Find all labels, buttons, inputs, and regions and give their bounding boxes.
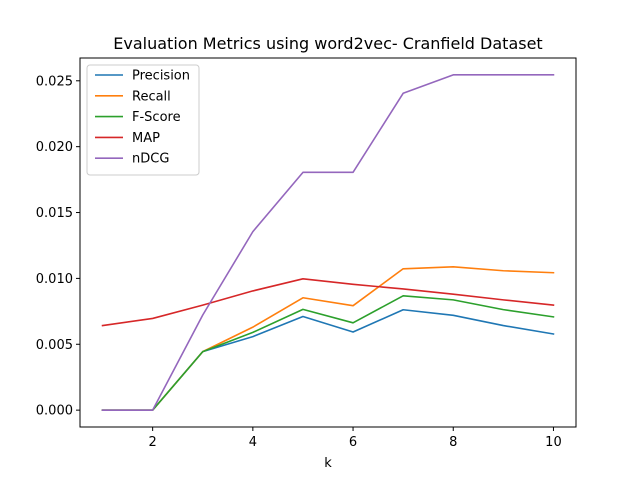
axes-frame	[79, 57, 577, 428]
x-tick-label: 2	[149, 435, 157, 450]
chart-title: Evaluation Metrics using word2vec- Cranf…	[113, 34, 542, 53]
y-tick-label: 0.000	[36, 404, 73, 419]
y-tick-label: 0.020	[36, 140, 73, 155]
legend-label: nDCG	[132, 152, 169, 167]
x-axis-label: k	[324, 456, 332, 471]
y-tick-label: 0.015	[36, 206, 73, 221]
plot-area	[101, 74, 555, 411]
x-tick-label: 4	[249, 435, 257, 450]
x-tick-label: 8	[449, 435, 457, 450]
legend-label: F-Score	[132, 110, 181, 125]
legend-label: MAP	[132, 131, 160, 146]
y-tick-label: 0.010	[36, 272, 73, 287]
legend-frame	[86, 64, 200, 176]
series-line-map	[101, 277, 555, 327]
y-tick-label: 0.005	[36, 338, 73, 353]
series-line-ndcg	[101, 74, 555, 411]
x-tick-label: 10	[545, 435, 562, 450]
series-line-f-score	[101, 294, 555, 411]
legend-label: Precision	[132, 69, 190, 84]
legend: Precision Recall F-Score MAP nDCG	[86, 64, 200, 176]
y-tick-label: 0.025	[36, 74, 73, 89]
x-tick-label: 6	[349, 435, 357, 450]
legend-label: Recall	[132, 89, 171, 104]
